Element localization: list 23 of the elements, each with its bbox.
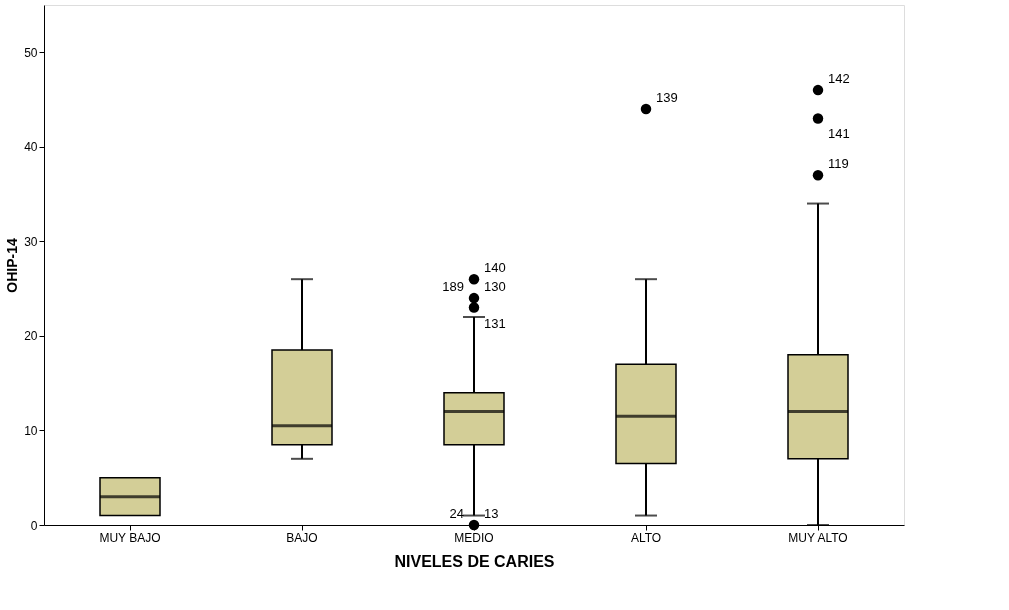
annotation: 131 <box>484 315 506 331</box>
x-tick-label: MEDIO <box>454 530 494 545</box>
annotation: 130 <box>484 279 506 295</box>
annotation: 142 <box>828 71 850 87</box>
annotation: 13 <box>484 506 499 521</box>
x-tick-label: ALTO <box>630 530 662 545</box>
x-tick-label: MUY BAJO <box>99 530 161 545</box>
annotation: 24 <box>449 506 464 521</box>
y-tick-label: 40 <box>24 140 38 155</box>
y-tick-label: 10 <box>24 423 38 438</box>
x-tick-label: MUY ALTO <box>788 530 848 545</box>
annotation: 140 <box>484 260 506 276</box>
x-axis-title: NIVELES DE CARIES <box>394 552 555 570</box>
y-tick-label: 50 <box>24 45 38 60</box>
annotation: 189 <box>442 279 464 295</box>
x-tick-label: BAJO <box>286 530 318 545</box>
annotation: 139 <box>656 90 678 105</box>
y-tick-label: 0 <box>30 518 38 533</box>
annotation: 119 <box>828 156 849 172</box>
annotation: 141 <box>828 126 850 142</box>
y-tick-label: 30 <box>24 234 38 249</box>
y-axis-title: OHIP-14 <box>4 238 21 293</box>
y-tick-label: 20 <box>24 329 38 344</box>
